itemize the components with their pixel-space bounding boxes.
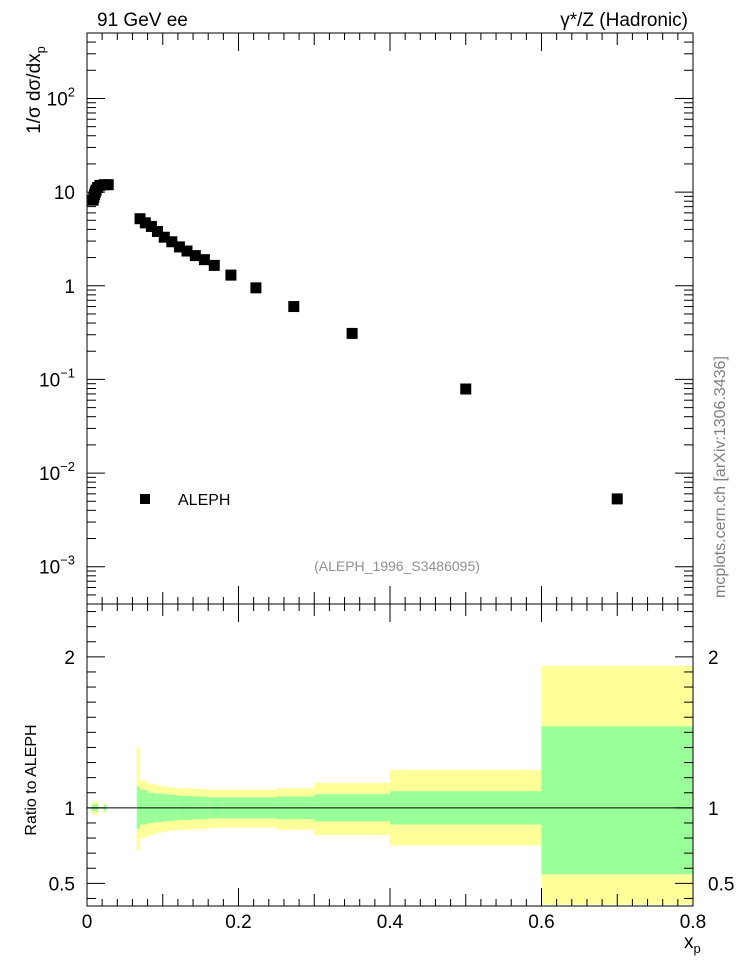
header-left-label: 91 GeV ee — [97, 10, 188, 31]
x-tick-label: 0 — [82, 912, 93, 933]
data-point — [208, 259, 220, 271]
ratio-plot-ylabel: Ratio to ALEPH — [23, 724, 40, 835]
data-point — [181, 245, 193, 257]
x-tick-label: 0.2 — [225, 912, 251, 933]
data-point — [102, 179, 114, 191]
ratio-plot-frame — [86, 603, 694, 907]
data-point — [166, 236, 178, 248]
data-point — [145, 220, 157, 232]
ratio-y-tick-label: 2 — [64, 648, 75, 669]
legend: ALEPH — [140, 492, 230, 509]
legend-marker — [140, 494, 150, 504]
y-tick-label: 1 — [64, 277, 75, 298]
data-point — [173, 241, 185, 253]
watermark: mcplots.cern.ch [arXiv:1306.3436] — [712, 356, 729, 598]
ratio-y-tick-label-right: 0.5 — [708, 874, 734, 895]
analysis-label: (ALEPH_1996_S3486095) — [314, 558, 480, 574]
ratio-y-tick-label: 0.5 — [49, 874, 75, 895]
x-tick-label: 0.4 — [377, 912, 404, 933]
y-tick-label: 10−1 — [39, 365, 75, 391]
header-right-label: γ*/Z (Hadronic) — [560, 10, 688, 31]
data-point — [151, 225, 163, 237]
data-point — [225, 269, 237, 281]
legend-entry-aleph: ALEPH — [178, 492, 230, 509]
data-point — [346, 327, 358, 339]
ratio-plot-panel: 0.5 0.5 1 1 2 2 0 0.2 0.4 0.6 0.8 Ratio to ALEPH x… — [23, 603, 734, 956]
data-point — [158, 231, 170, 243]
stat-uncertainty-band — [541, 726, 693, 875]
data-point — [611, 493, 623, 505]
y-tick-label: 10 — [54, 183, 75, 204]
data-point — [250, 282, 262, 294]
ratio-plot-xlabel: xp — [684, 932, 701, 956]
stat-uncertainty-band — [140, 789, 148, 825]
main-plot-ylabel: 1/σ dσ/dxp — [24, 46, 48, 134]
main-plot-panel: 10−3 10−2 10−1 1 10 102 1/σ dσ/dxp ALEPH (ALE… — [24, 32, 694, 605]
y-tick-label: 10−2 — [39, 459, 75, 485]
data-point — [139, 217, 151, 229]
ratio-y-tick-label-right: 1 — [708, 799, 719, 820]
ratio-y-tick-label: 1 — [64, 799, 75, 820]
x-tick-label: 0.8 — [680, 912, 706, 933]
data-point — [198, 254, 210, 266]
y-tick-label: 10−3 — [39, 553, 75, 579]
data-point — [460, 383, 472, 395]
ratio-y-tick-label-right: 2 — [708, 648, 719, 669]
y-tick-label: 102 — [47, 84, 75, 110]
data-point — [189, 250, 201, 262]
data-point — [288, 301, 300, 313]
x-tick-label: 0.6 — [528, 912, 554, 933]
